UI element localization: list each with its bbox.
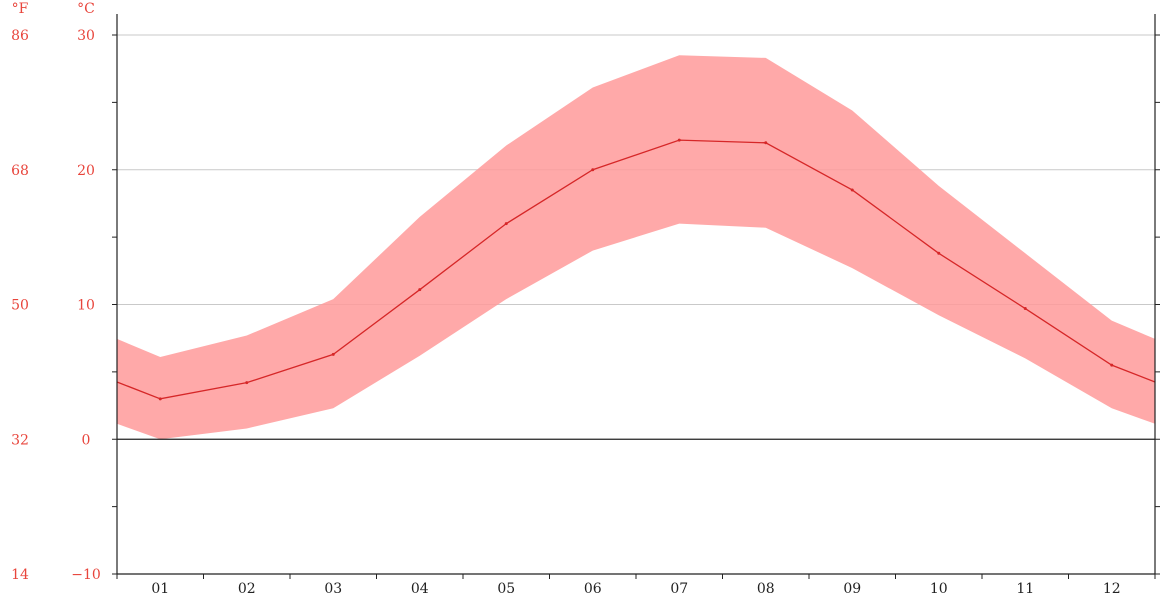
mean-point-06 — [591, 168, 595, 172]
y-tick-label-f: 50 — [11, 298, 29, 314]
mean-point-07 — [677, 138, 681, 142]
y-tick-label-f: 86 — [11, 28, 29, 44]
axis-ticks — [112, 34, 1160, 579]
x-tick-label-09: 09 — [843, 581, 861, 597]
y-tick-label-c: −10 — [71, 567, 101, 583]
y-tick-label-c: 10 — [77, 298, 95, 314]
x-tick-label-04: 04 — [411, 581, 429, 597]
x-tick-label-02: 02 — [238, 581, 256, 597]
x-tick-label-11: 11 — [1016, 581, 1034, 597]
axis-labels: °F °C 30 86 20 68 10 50 0 32 −10 14 01 02 03 04 05 06 07… — [11, 1, 1121, 597]
x-tick-label-03: 03 — [324, 581, 342, 597]
y-tick-label-f: 14 — [11, 567, 29, 583]
x-tick-label-01: 01 — [151, 581, 169, 597]
mean-point-03 — [331, 352, 335, 356]
y-tick-label-f: 32 — [11, 432, 29, 448]
mean-point-04 — [418, 288, 422, 292]
mean-temperature-line — [116, 139, 1156, 400]
data-points — [158, 138, 1114, 401]
mean-point-12 — [1110, 363, 1114, 367]
x-tick-label-10: 10 — [930, 581, 948, 597]
mean-point-02 — [245, 381, 249, 385]
mean-point-11 — [1023, 307, 1027, 311]
y-tick-label-c: 20 — [77, 163, 95, 179]
mean-point-01 — [158, 397, 162, 401]
unit-label-c: °C — [77, 1, 95, 17]
x-tick-label-05: 05 — [497, 581, 515, 597]
y-tick-label-f: 68 — [11, 163, 29, 179]
mean-point-05 — [504, 222, 508, 226]
x-tick-label-07: 07 — [670, 581, 688, 597]
mean-point-10 — [937, 251, 941, 255]
x-tick-label-06: 06 — [584, 581, 602, 597]
y-tick-label-c: 30 — [77, 28, 95, 44]
mean-point-09 — [850, 188, 854, 192]
temperature-range-band — [117, 55, 1155, 440]
x-tick-label-12: 12 — [1103, 581, 1121, 597]
x-tick-label-08: 08 — [757, 581, 775, 597]
unit-label-f: °F — [12, 1, 29, 17]
mean-point-08 — [764, 141, 768, 145]
y-tick-label-c: 0 — [82, 432, 91, 448]
